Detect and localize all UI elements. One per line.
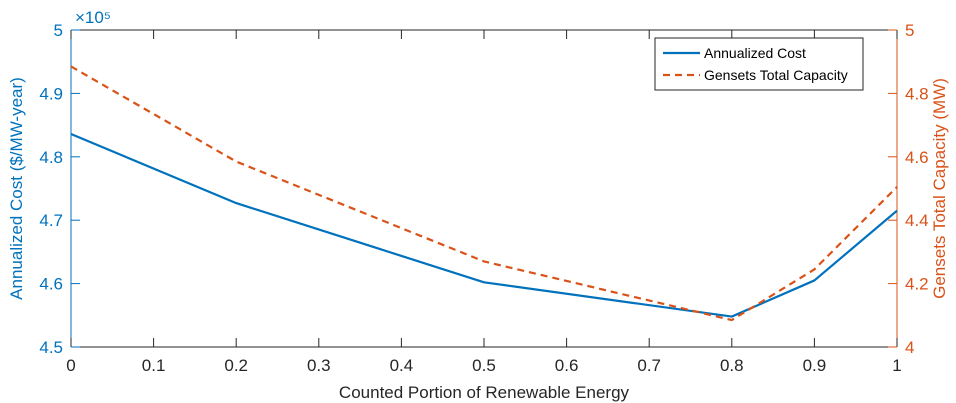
y-left-tick-label: 4.9 [39,84,63,103]
y-right-tick-label: 4.8 [905,84,929,103]
series-line-annualized-cost [70,132,898,318]
y-left-tick-label: 5 [54,21,63,40]
x-tick-label: 0.1 [142,356,166,375]
x-tick-label: 0.2 [224,356,248,375]
x-axis-label: Counted Portion of Renewable Energy [339,383,630,402]
y-left-axis-label: Annualized Cost ($/MW-year) [7,77,26,300]
y-right-tick-label: 4.4 [905,211,929,230]
y-right-tick-label: 4 [905,338,914,357]
x-tick-label: 1 [892,356,901,375]
legend-label: Annualized Cost [704,45,806,61]
y-left-tick-label: 4.8 [39,148,63,167]
y-left-exponent-label: ×10⁵ [75,8,111,27]
y-right-tick-label: 4.6 [905,148,929,167]
x-tick-label: 0.9 [803,356,827,375]
x-tick-label: 0.5 [472,356,496,375]
x-tick-label: 0 [66,356,75,375]
legend-label: Gensets Total Capacity [704,67,848,83]
x-tick-label: 0.7 [637,356,661,375]
y-right-tick-label: 5 [905,21,914,40]
series-line-gensets-capacity [70,65,898,322]
x-tick-label: 0.8 [720,356,744,375]
x-tick-label: 0.6 [555,356,579,375]
y-left-tick-label: 4.6 [39,275,63,294]
y-right-tick-label: 4.2 [905,275,929,294]
x-tick-label: 0.3 [307,356,331,375]
x-tick-label: 0.4 [390,356,414,375]
legend-box [654,37,864,91]
y-left-tick-label: 4.7 [39,211,63,230]
y-left-tick-label: 4.5 [39,338,63,357]
y-right-axis-label: Gensets Total Capacity (MW) [930,78,949,299]
